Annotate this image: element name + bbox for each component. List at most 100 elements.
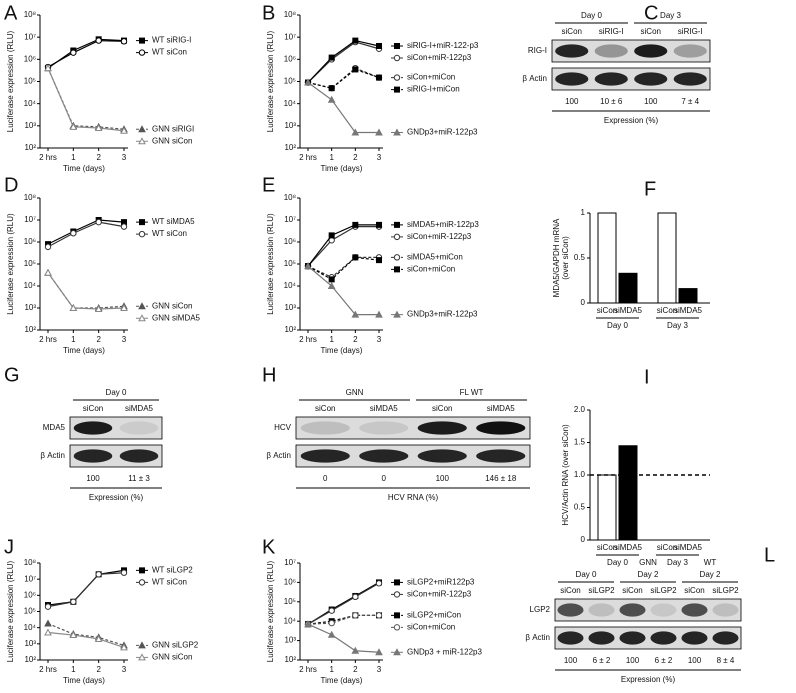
panel-letter: A: [4, 2, 18, 24]
series-line: [47, 219, 125, 245]
y-tick-label: 10⁵: [24, 607, 36, 616]
legend-marker: [394, 612, 400, 619]
expression-value: 100: [436, 474, 450, 483]
x-tick-label: 2: [96, 335, 101, 344]
x-tick-label: 3: [122, 665, 127, 674]
legend-marker: [138, 653, 146, 661]
y-tick-label: 10⁴: [24, 99, 37, 108]
y-tick-label: 10³: [24, 121, 36, 130]
series-line: [307, 226, 379, 267]
bar: [618, 445, 638, 541]
band: [634, 72, 668, 86]
marker: [327, 95, 336, 103]
y-tick-label: 10⁴: [284, 281, 297, 290]
marker: [304, 620, 312, 628]
expression-value: 0: [382, 474, 387, 483]
y-tick-label: 10²: [24, 325, 36, 334]
band: [712, 631, 739, 645]
marker: [304, 262, 312, 270]
series-line: [47, 67, 125, 132]
marker: [376, 221, 382, 228]
group-label: Day 3: [667, 558, 688, 567]
series-line: [307, 39, 380, 83]
x-tick-label: 1: [71, 153, 76, 162]
legend-label: WT siCon: [152, 229, 187, 238]
marker: [352, 254, 359, 261]
legend-label: WT siCon: [152, 48, 187, 57]
panel-letter: B: [262, 2, 275, 24]
marker: [44, 628, 52, 636]
blot-strip: [295, 416, 531, 440]
lane-label: siMDA5: [487, 404, 516, 413]
x-tick-label: 2 hrs: [299, 665, 317, 674]
band: [300, 449, 350, 463]
legend-marker: [138, 137, 146, 145]
band: [300, 421, 350, 435]
marker: [375, 128, 383, 136]
x-tick-label: 2 hrs: [39, 153, 57, 162]
x-tick-label: 2: [353, 153, 358, 162]
marker: [327, 630, 336, 638]
y-tick-label: 10⁸: [24, 558, 36, 567]
series-line: [47, 67, 125, 130]
row-label: β Actin: [525, 633, 550, 642]
band: [476, 421, 526, 435]
marker: [94, 123, 103, 131]
x-tick-label: 2: [96, 665, 101, 674]
lane-label: siCon: [622, 586, 642, 595]
marker: [376, 74, 382, 81]
marker: [120, 126, 128, 134]
y-tick-label: 0: [581, 298, 586, 307]
band: [557, 631, 584, 645]
group-label: Day 0: [607, 321, 628, 330]
marker: [95, 218, 102, 226]
expression-value: 0: [323, 474, 328, 483]
series-line: [47, 39, 125, 68]
y-tick-label: 10²: [24, 655, 36, 664]
x-tick-label: 3: [377, 153, 382, 162]
marker: [376, 257, 382, 264]
expression-value: 146 ± 18: [485, 474, 517, 483]
expression-value: 100: [644, 97, 658, 106]
group-label: Day 0: [576, 570, 597, 579]
lane-label: siCon: [83, 404, 103, 413]
series-line: [47, 572, 125, 608]
x-tick-label: 1: [71, 335, 76, 344]
legend-marker: [393, 624, 401, 631]
x-tick-label: siCon: [597, 306, 617, 315]
legend-label: siLGP2+miCon: [407, 610, 461, 619]
marker: [328, 276, 335, 283]
x-tick-label: 3: [377, 335, 382, 344]
band: [359, 421, 409, 435]
y-tick-label: 1: [581, 208, 586, 217]
y-tick-label: 10⁵: [284, 597, 296, 606]
y-tick-label: 10⁸: [24, 10, 36, 19]
y-tick-label: 10⁶: [24, 237, 36, 246]
legend-marker: [139, 567, 145, 574]
y-tick-label: 10⁴: [24, 281, 37, 290]
band: [681, 631, 708, 645]
y-tick-label: 10⁷: [284, 32, 296, 41]
series-line: [47, 221, 125, 248]
panel-letter: I: [644, 366, 650, 388]
y-axis-label: Luciferase expression (RLU): [266, 560, 275, 662]
legend-label: WT siMDA5: [152, 217, 195, 226]
series-line: [47, 272, 125, 309]
x-axis-label: Time (days): [321, 346, 363, 355]
y-axis-label: MDA5/GAPDH mRNA: [552, 218, 561, 297]
expression-value: 6 ± 2: [655, 656, 673, 665]
marker: [304, 78, 312, 86]
band: [588, 631, 615, 645]
marker: [352, 37, 359, 44]
group-label: Day 0: [607, 558, 628, 567]
marker: [95, 37, 102, 44]
legend-label: siCon+miCon: [407, 264, 455, 273]
band: [557, 603, 584, 617]
group-label: GNN: [639, 558, 657, 567]
series-line: [307, 265, 379, 316]
legend-label: WT siRIG-I: [152, 36, 191, 45]
legend-label: siRIG-I+miCon: [407, 85, 460, 94]
y-tick-label: 10⁴: [24, 623, 37, 632]
